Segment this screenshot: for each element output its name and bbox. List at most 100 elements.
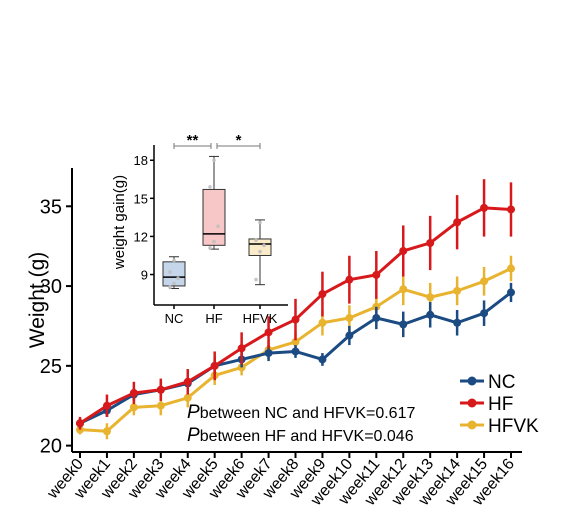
main-y-axis-title: Weight (g) bbox=[26, 252, 49, 348]
data-point-nc bbox=[426, 310, 435, 319]
data-point-hfvk bbox=[102, 427, 111, 436]
data-point-nc bbox=[480, 309, 489, 318]
significance-nc-hf: ** bbox=[173, 132, 212, 149]
data-point-hf bbox=[76, 419, 84, 428]
p-text-2: between HF and HFVK=0.046 bbox=[200, 428, 414, 445]
box-data-point bbox=[254, 277, 258, 282]
inset-axes bbox=[153, 145, 288, 306]
p-symbol-2: P bbox=[187, 425, 200, 446]
box-data-point bbox=[254, 238, 258, 243]
p-value-line-2: Pbetween HF and HFVK=0.046 bbox=[187, 425, 414, 446]
series-hf bbox=[76, 179, 515, 430]
box-body bbox=[202, 188, 226, 246]
data-point-hf bbox=[102, 401, 111, 410]
data-point-nc bbox=[264, 349, 273, 358]
data-point-hfvk bbox=[318, 318, 327, 327]
data-point-hf bbox=[237, 344, 246, 353]
box-hfvk bbox=[248, 219, 272, 286]
data-point-hfvk bbox=[156, 401, 165, 410]
data-point-hf bbox=[453, 218, 462, 227]
inset-y-tick-label: 18 bbox=[134, 153, 148, 168]
data-point-hf bbox=[480, 203, 489, 212]
box-data-point bbox=[168, 270, 172, 274]
data-point-hfvk bbox=[507, 264, 515, 273]
inset-y-tick-label: 12 bbox=[134, 229, 148, 244]
inset-y-axis-title: weight gain(g) bbox=[111, 175, 128, 270]
significance-hf-hfvk: * bbox=[216, 132, 261, 149]
legend-marker-nc bbox=[467, 376, 477, 386]
data-point-hfvk bbox=[183, 393, 192, 402]
data-point-hf bbox=[183, 377, 192, 386]
data-point-nc bbox=[345, 331, 354, 340]
data-point-hfvk bbox=[129, 403, 138, 412]
box-data-point bbox=[216, 224, 220, 229]
p-symbol-1: P bbox=[187, 402, 200, 423]
data-point-nc bbox=[507, 288, 515, 297]
data-point-hf bbox=[372, 270, 381, 279]
data-point-hf bbox=[210, 361, 219, 370]
data-point-hfvk bbox=[291, 337, 300, 346]
data-point-hf bbox=[507, 205, 515, 214]
data-point-hf bbox=[264, 328, 273, 337]
main-axes bbox=[71, 168, 522, 453]
inset-x-tick-label: NC bbox=[165, 311, 184, 326]
data-point-hf bbox=[399, 246, 408, 255]
data-point-nc bbox=[291, 347, 300, 356]
inset-y-tick-label: 15 bbox=[134, 191, 148, 206]
box-data-point bbox=[176, 276, 180, 281]
data-point-hfvk bbox=[399, 285, 408, 294]
main-y-tick-label: 25 bbox=[40, 356, 62, 378]
legend-marker-hf bbox=[467, 398, 477, 408]
main-series bbox=[76, 179, 515, 440]
data-point-hf bbox=[345, 275, 354, 284]
inset-x-tick-label: HF bbox=[205, 311, 222, 326]
legend-label-nc: NC bbox=[488, 372, 515, 393]
data-point-hfvk bbox=[453, 286, 462, 295]
data-point-hf bbox=[318, 290, 327, 299]
data-point-nc bbox=[318, 355, 327, 364]
significance-stars: ** bbox=[187, 132, 199, 149]
inset-boxes bbox=[162, 155, 272, 290]
data-point-hf bbox=[156, 385, 165, 394]
inset-y-ticks: 9 12 15 18 bbox=[134, 153, 154, 283]
inset-x-ticks: NC HF HFVK bbox=[165, 305, 278, 326]
data-point-hfvk bbox=[426, 293, 435, 302]
p-text-1: between NC and HFVK=0.617 bbox=[200, 405, 416, 422]
main-y-ticks: 20 25 30 35 bbox=[40, 196, 72, 458]
legend-marker-hfvk bbox=[467, 420, 477, 430]
data-point-hf bbox=[129, 388, 138, 397]
data-point-hfvk bbox=[480, 277, 489, 286]
inset-x-tick-label: HFVK bbox=[243, 311, 278, 326]
main-y-tick-label: 35 bbox=[40, 196, 62, 218]
main-x-ticks: week0week1week2week3week4week5week6week7… bbox=[44, 452, 518, 510]
data-point-hf bbox=[291, 315, 300, 324]
legend-label-hfvk: HFVK bbox=[488, 416, 539, 437]
inset-y-tick-label: 9 bbox=[141, 268, 148, 283]
box-data-point bbox=[172, 258, 176, 263]
significance-stars: * bbox=[236, 132, 242, 149]
box-data-point bbox=[208, 185, 212, 189]
box-data-point bbox=[212, 239, 216, 244]
box-data-point bbox=[258, 220, 262, 225]
p-value-annotations: Pbetween NC and HFVK=0.617 Pbetween HF a… bbox=[187, 402, 415, 446]
box-data-point bbox=[168, 285, 172, 290]
box-hf bbox=[202, 155, 226, 250]
data-point-nc bbox=[399, 320, 408, 329]
data-point-hf bbox=[426, 238, 435, 247]
p-value-line-1: Pbetween NC and HFVK=0.617 bbox=[187, 402, 415, 423]
data-point-nc bbox=[453, 318, 462, 327]
box-nc bbox=[162, 256, 186, 290]
box-data-point bbox=[262, 243, 266, 248]
box-data-point bbox=[212, 158, 216, 163]
box-data-point bbox=[258, 249, 262, 254]
significance-brackets: ** * bbox=[173, 132, 261, 149]
box-data-point bbox=[172, 281, 176, 286]
main-y-tick-label: 30 bbox=[40, 276, 62, 298]
box-data-point bbox=[208, 246, 212, 250]
data-point-hfvk bbox=[345, 313, 354, 322]
main-y-tick-label: 20 bbox=[40, 436, 62, 458]
data-point-nc bbox=[372, 313, 381, 322]
